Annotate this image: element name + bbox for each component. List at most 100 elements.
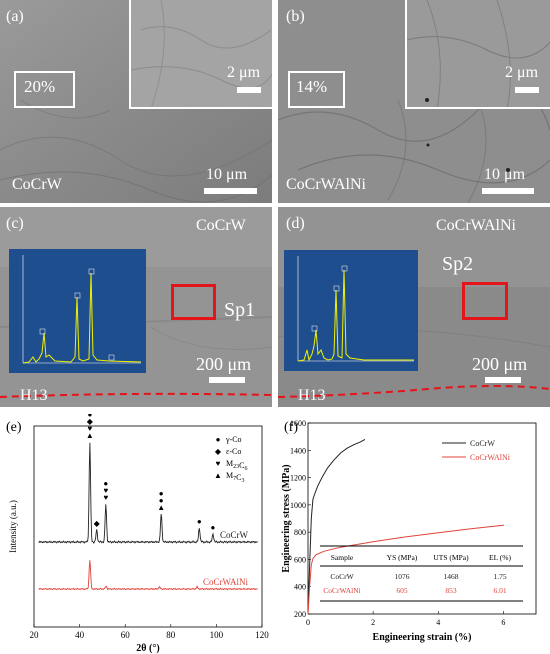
tensile-table-cell: 1.75 [493,572,506,581]
panel-a-inset-scale-bar [237,87,261,93]
panel-b-scale-bar [482,188,534,194]
panel-d-interface-line [278,385,550,398]
xrd-peak-marker: ● [159,489,164,498]
xrd-peak-marker: ▲ [157,503,165,512]
tensile-table-cell: 6.01 [493,586,506,595]
xrd-legend-symbol: ♥ [216,459,221,468]
panel-c-spot-label: Sp1 [224,299,256,321]
xrd-legend-symbol: ● [216,435,221,444]
xrd-peak-marker: ● [103,479,108,488]
panel-a-sem-image: (a) 20% 2 μm CoCrW 10 μm [0,0,272,203]
xrd-y-axis-label: Intensity (a.u.) [8,500,18,553]
panel-d-sample-label: CoCrWAlNi [436,217,516,234]
panel-c-sp1-marker [171,284,216,320]
xrd-x-tick-label: 80 [166,630,176,640]
tensile-table-header: YS (MPa) [387,553,418,562]
panel-a-scale-label: 10 μm [206,166,248,183]
tensile-table-cell: 853 [445,586,457,595]
panel-d-sem-image: (d) CoCrWAlNi Sp2 200 μm H13 [278,207,550,407]
tensile-x-tick-label: 4 [436,618,440,627]
panel-b-inset-scale-label: 2 μm [505,64,539,81]
xrd-peak-marker: ◆ [87,417,94,426]
xrd-peak-marker: ♥ [103,486,108,495]
panel-b-sample-label: CoCrWAlNi [286,176,366,193]
panel-f-label: (f) [284,420,298,435]
xrd-x-axis-label: 2θ (°) [136,643,159,654]
panel-c-interface-line [0,392,272,398]
xrd-x-tick-label: 100 [210,630,224,640]
tensile-table-cell: 605 [396,586,408,595]
panel-c-label: (c) [6,215,24,232]
xrd-x-tick-label: 40 [75,630,85,640]
panel-b-selection-box [288,71,345,108]
panel-a-inset-micrograph [131,0,272,107]
panel-b-label: (b) [286,8,305,25]
xrd-legend-symbol: ▲ [214,471,222,480]
panel-b-box-label: 14% [296,77,328,96]
tensile-legend-label: CoCrWAlNi [470,453,511,462]
tensile-legend-label: CoCrW [470,439,495,448]
tensile-y-axis-label: Engineering stress (MPa) [281,464,292,572]
tensile-x-axis-label: Engineering strain (%) [373,632,472,643]
panel-a-selection-box [14,71,75,108]
panel-c-sample-label: CoCrW [196,217,246,234]
panel-c-eds-spectrum [9,249,146,373]
panel-d-label: (d) [286,215,305,232]
tensile-plot: 200 400 600 800 1000 1200 1400 1600 0 2 4 6 Engineer… [281,419,537,643]
xrd-peak-marker: ◆ [94,519,101,528]
panel-a-inset-scale-label: 2 μm [227,64,261,81]
panel-d-substrate-label: H13 [298,387,326,404]
xrd-legend-label: ε-Co [226,447,241,456]
tensile-x-tick-label: 0 [306,618,310,627]
panel-c-scale-bar [209,377,245,383]
panel-c-scale-label: 200 μm [196,354,252,374]
panel-b-scale-label: 10 μm [484,166,526,183]
tensile-y-tick-label: 1400 [290,446,306,455]
tensile-table-cell: 1468 [444,572,459,581]
tensile-y-tick-label: 1600 [290,419,306,428]
xrd-x-tick-label: 20 [30,630,40,640]
panel-a-box-label: 20% [24,77,56,96]
tensile-y-tick-label: 1000 [290,501,306,510]
tensile-y-tick-label: 1200 [290,474,306,483]
panel-a-label: (a) [6,8,24,25]
xrd-plot: 20 40 60 80 100 120 2θ (°) Intensity (a.u.) CoCr… [8,414,269,654]
panel-a-inset: 2 μm [129,0,272,109]
panel-f-tensile-chart: (f) 200 400 600 800 1000 1200 1400 1600 0 2 4 6 Engi… [278,414,550,654]
panel-d-eds-spectrum [284,250,418,371]
panel-d-sp2-marker [462,282,508,320]
tensile-series-line-cocrwalni [307,524,505,615]
xrd-legend-label: γ-Co [225,435,242,444]
tensile-series-line-cocrw [307,438,366,615]
panel-a-sample-label: CoCrW [12,176,62,193]
panel-b-sem-image: (b) 14% 2 μm CoCrWAlNi 10 μm [278,0,550,203]
panel-e-label: (e) [6,420,22,435]
xrd-peak-marker: ♥ [103,493,108,502]
tensile-table-cell: 1076 [395,572,410,581]
xrd-peak-marker: ● [197,517,202,526]
tensile-y-tick-label: 600 [294,555,306,564]
tensile-y-tick-label: 200 [294,610,306,619]
tensile-table-header: Sample [331,553,354,562]
xrd-peak-marker: ● [211,523,216,532]
panel-d-scale-bar [485,377,521,383]
xrd-series-line-cocrwalni [38,560,258,591]
tensile-table-header: UTS (MPa) [433,553,469,562]
xrd-legend-label: M23C6 [226,459,247,472]
panel-c-sem-image: (c) CoCrW Sp1 200 μm H13 [0,207,272,407]
xrd-legend-label: M7C3 [226,471,244,484]
panel-b-inset-micrograph [407,0,550,107]
tensile-table-header: EL (%) [489,553,512,562]
xrd-peak-marker: ● [87,414,92,419]
xrd-plot-frame [33,425,263,628]
panel-b-inset: 2 μm [405,0,550,109]
xrd-x-tick-label: 120 [255,630,269,640]
xrd-series-label-cocrw: CoCrW [220,530,249,540]
xrd-peak-marker: ▲ [86,431,94,440]
xrd-series-line-cocrw [38,442,258,544]
panel-c-substrate-label: H13 [20,387,48,404]
tensile-x-tick-label: 2 [371,618,375,627]
xrd-x-tick-label: 60 [121,630,131,640]
tensile-table-cell: CoCrW [330,572,354,581]
xrd-legend-symbol: ◆ [215,447,222,456]
